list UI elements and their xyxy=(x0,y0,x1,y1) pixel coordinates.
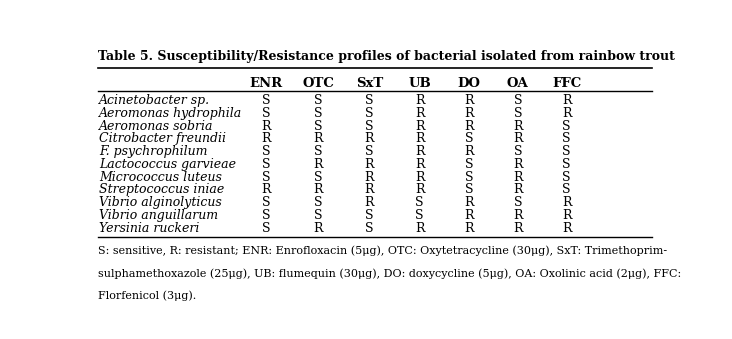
Text: R: R xyxy=(562,222,572,235)
Text: S: S xyxy=(562,158,571,171)
Text: UB: UB xyxy=(408,77,431,90)
Text: R: R xyxy=(562,209,572,222)
Text: R: R xyxy=(464,209,474,222)
Text: S: S xyxy=(262,196,270,209)
Text: S: S xyxy=(562,183,571,196)
Text: S: S xyxy=(562,145,571,158)
Text: R: R xyxy=(415,171,425,184)
Text: S: S xyxy=(514,94,522,107)
Text: sulphamethoxazole (25μg), UB: flumequin (30μg), DO: doxycycline (5μg), OA: Oxoli: sulphamethoxazole (25μg), UB: flumequin … xyxy=(98,268,681,279)
Text: Lactococcus garvieae: Lactococcus garvieae xyxy=(100,158,236,171)
Text: S: S xyxy=(562,133,571,145)
Text: R: R xyxy=(464,145,474,158)
Text: DO: DO xyxy=(458,77,480,90)
Text: Vibrio anguillarum: Vibrio anguillarum xyxy=(100,209,219,222)
Text: R: R xyxy=(415,145,425,158)
Text: S: S xyxy=(262,158,270,171)
Text: R: R xyxy=(415,183,425,196)
Text: R: R xyxy=(261,133,271,145)
Text: S: S xyxy=(314,171,323,184)
Text: S: S xyxy=(262,107,270,120)
Text: S: S xyxy=(365,94,374,107)
Text: S: S xyxy=(562,171,571,184)
Text: R: R xyxy=(415,158,425,171)
Text: S: S xyxy=(365,222,374,235)
Text: OTC: OTC xyxy=(302,77,335,90)
Text: S: S xyxy=(562,120,571,133)
Text: S: S xyxy=(262,145,270,158)
Text: R: R xyxy=(314,183,323,196)
Text: S: S xyxy=(465,171,473,184)
Text: Aeromonas sobria: Aeromonas sobria xyxy=(100,120,214,133)
Text: FFC: FFC xyxy=(552,77,581,90)
Text: S: S xyxy=(262,94,270,107)
Text: Yersinia ruckeri: Yersinia ruckeri xyxy=(100,222,200,235)
Text: S: S xyxy=(514,145,522,158)
Text: S: S xyxy=(514,107,522,120)
Text: S: S xyxy=(514,196,522,209)
Text: Micrococcus luteus: Micrococcus luteus xyxy=(100,171,223,184)
Text: R: R xyxy=(464,94,474,107)
Text: R: R xyxy=(365,133,374,145)
Text: R: R xyxy=(415,222,425,235)
Text: R: R xyxy=(314,133,323,145)
Text: ENR: ENR xyxy=(250,77,283,90)
Text: R: R xyxy=(562,94,572,107)
Text: S: S xyxy=(262,209,270,222)
Text: S: S xyxy=(465,133,473,145)
Text: R: R xyxy=(415,120,425,133)
Text: S: S xyxy=(314,196,323,209)
Text: S: S xyxy=(465,183,473,196)
Text: R: R xyxy=(562,107,572,120)
Text: S: S xyxy=(365,107,374,120)
Text: Streptococcus iniae: Streptococcus iniae xyxy=(100,183,225,196)
Text: S: S xyxy=(365,209,374,222)
Text: S: S xyxy=(314,209,323,222)
Text: S: S xyxy=(314,107,323,120)
Text: R: R xyxy=(513,222,523,235)
Text: R: R xyxy=(365,183,374,196)
Text: S: S xyxy=(416,196,424,209)
Text: R: R xyxy=(513,133,523,145)
Text: R: R xyxy=(513,120,523,133)
Text: R: R xyxy=(314,158,323,171)
Text: F. psychrophilum: F. psychrophilum xyxy=(100,145,208,158)
Text: S: S xyxy=(314,94,323,107)
Text: S: S xyxy=(314,120,323,133)
Text: S: sensitive, R: resistant; ENR: Enrofloxacin (5μg), OTC: Oxytetracycline (30μg): S: sensitive, R: resistant; ENR: Enroflo… xyxy=(98,245,668,256)
Text: Vibrio alginolyticus: Vibrio alginolyticus xyxy=(100,196,223,209)
Text: Citrobacter freundii: Citrobacter freundii xyxy=(100,133,226,145)
Text: R: R xyxy=(314,222,323,235)
Text: R: R xyxy=(365,196,374,209)
Text: R: R xyxy=(464,196,474,209)
Text: S: S xyxy=(262,171,270,184)
Text: Acinetobacter sp.: Acinetobacter sp. xyxy=(100,94,211,107)
Text: SxT: SxT xyxy=(356,77,383,90)
Text: R: R xyxy=(415,133,425,145)
Text: OA: OA xyxy=(507,77,529,90)
Text: S: S xyxy=(416,209,424,222)
Text: S: S xyxy=(262,222,270,235)
Text: R: R xyxy=(513,171,523,184)
Text: S: S xyxy=(465,158,473,171)
Text: R: R xyxy=(464,222,474,235)
Text: R: R xyxy=(513,209,523,222)
Text: Florfenicol (3μg).: Florfenicol (3μg). xyxy=(98,291,197,301)
Text: R: R xyxy=(513,183,523,196)
Text: S: S xyxy=(365,120,374,133)
Text: R: R xyxy=(365,171,374,184)
Text: R: R xyxy=(464,107,474,120)
Text: R: R xyxy=(415,107,425,120)
Text: R: R xyxy=(415,94,425,107)
Text: R: R xyxy=(261,183,271,196)
Text: R: R xyxy=(261,120,271,133)
Text: R: R xyxy=(562,196,572,209)
Text: R: R xyxy=(513,158,523,171)
Text: R: R xyxy=(365,158,374,171)
Text: Aeromonas hydrophila: Aeromonas hydrophila xyxy=(100,107,243,120)
Text: S: S xyxy=(314,145,323,158)
Text: Table 5. Susceptibility/Resistance profiles of bacterial isolated from rainbow t: Table 5. Susceptibility/Resistance profi… xyxy=(98,50,675,63)
Text: S: S xyxy=(365,145,374,158)
Text: R: R xyxy=(464,120,474,133)
